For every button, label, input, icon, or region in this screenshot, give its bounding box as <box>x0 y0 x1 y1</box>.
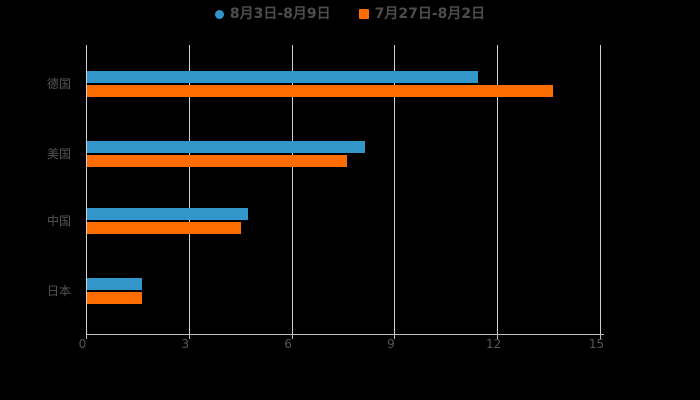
legend-item-series2[interactable]: 7月27日-8月2日 <box>358 4 486 24</box>
x-axis-tick <box>394 334 396 339</box>
category-label-美国: 美国 <box>46 147 71 161</box>
x-tick-label: 0 <box>78 337 87 351</box>
x-tick-label: 15 <box>588 337 605 351</box>
x-tick-label: 3 <box>181 337 190 351</box>
legend-item-series1[interactable]: 8月3日-8月9日 <box>214 4 331 24</box>
category-label-中国: 中国 <box>46 214 71 228</box>
bar-series1-中国[interactable] <box>87 208 249 220</box>
legend-item-label: 8月3日-8月9日 <box>229 6 331 22</box>
x-tick-label: 6 <box>284 337 292 351</box>
gridline <box>497 45 499 334</box>
x-axis-tick <box>188 334 190 339</box>
x-axis-line <box>86 334 604 335</box>
gridline <box>86 45 87 334</box>
bar-series1-美国[interactable] <box>87 141 365 153</box>
gridline <box>291 45 293 334</box>
legend-item-label: 7月27日-8月2日 <box>374 6 486 22</box>
bar-series2-美国[interactable] <box>87 155 348 167</box>
bar-series1-德国[interactable] <box>87 71 478 83</box>
x-axis-tick <box>86 334 87 339</box>
gridline <box>600 45 601 334</box>
x-tick-label: 12 <box>486 337 502 351</box>
bar-series2-日本[interactable] <box>87 292 142 304</box>
gridline <box>394 45 396 334</box>
bar-series1-日本[interactable] <box>87 278 142 290</box>
gridline <box>188 45 190 334</box>
legend: 8月3日-8月9日 7月27日-8月2日 <box>0 4 700 24</box>
legend-circle-marker-icon <box>214 9 224 19</box>
bar-series2-中国[interactable] <box>87 222 242 234</box>
x-axis-tick <box>600 334 601 339</box>
x-axis-tick <box>497 334 499 339</box>
category-label-德国: 德国 <box>46 77 71 91</box>
x-axis-tick <box>291 334 293 339</box>
category-label-日本: 日本 <box>46 284 71 298</box>
x-tick-label: 9 <box>387 337 395 351</box>
legend-square-marker-icon <box>358 9 369 19</box>
bar-series2-德国[interactable] <box>87 85 553 97</box>
